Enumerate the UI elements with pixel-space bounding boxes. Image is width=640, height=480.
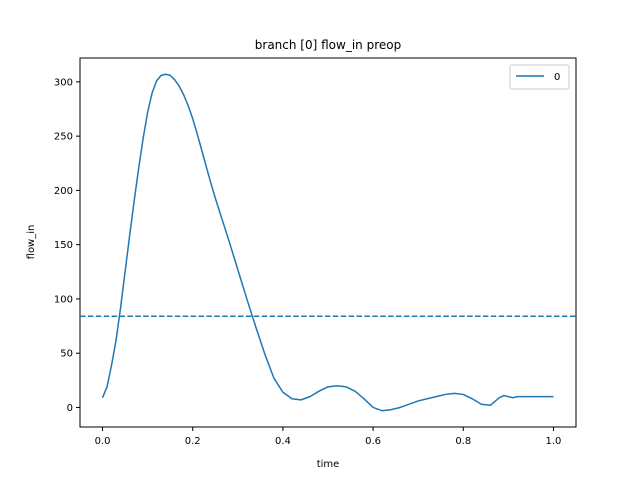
y-tick-label: 200 xyxy=(54,186,73,197)
legend-label: 0 xyxy=(554,72,560,83)
chart-title: branch [0] flow_in preop xyxy=(255,38,401,52)
y-axis-label: flow_in xyxy=(26,225,37,260)
x-tick-label: 0.8 xyxy=(455,436,471,447)
y-tick-label: 150 xyxy=(54,240,73,251)
x-tick-label: 1.0 xyxy=(546,436,562,447)
y-tick-label: 0 xyxy=(67,403,73,414)
plot-frame xyxy=(79,57,577,428)
y-tick-label: 100 xyxy=(54,294,73,305)
y-tick-label: 300 xyxy=(54,77,73,88)
x-tick-label: 0.2 xyxy=(185,436,201,447)
x-axis: 0.0 0.2 0.4 0.6 0.8 1.0 xyxy=(95,427,562,447)
x-tick-label: 0.6 xyxy=(365,436,381,447)
x-tick-label: 0.0 xyxy=(95,436,111,447)
x-tick-label: 0.4 xyxy=(275,436,291,447)
legend: 0 xyxy=(509,64,570,90)
y-tick-label: 250 xyxy=(54,132,73,143)
y-tick-label: 50 xyxy=(60,349,73,360)
x-axis-label: time xyxy=(317,459,340,470)
y-axis: 0 50 100 150 200 250 300 xyxy=(54,77,80,414)
legend-box xyxy=(509,64,570,90)
series-line xyxy=(101,73,554,412)
